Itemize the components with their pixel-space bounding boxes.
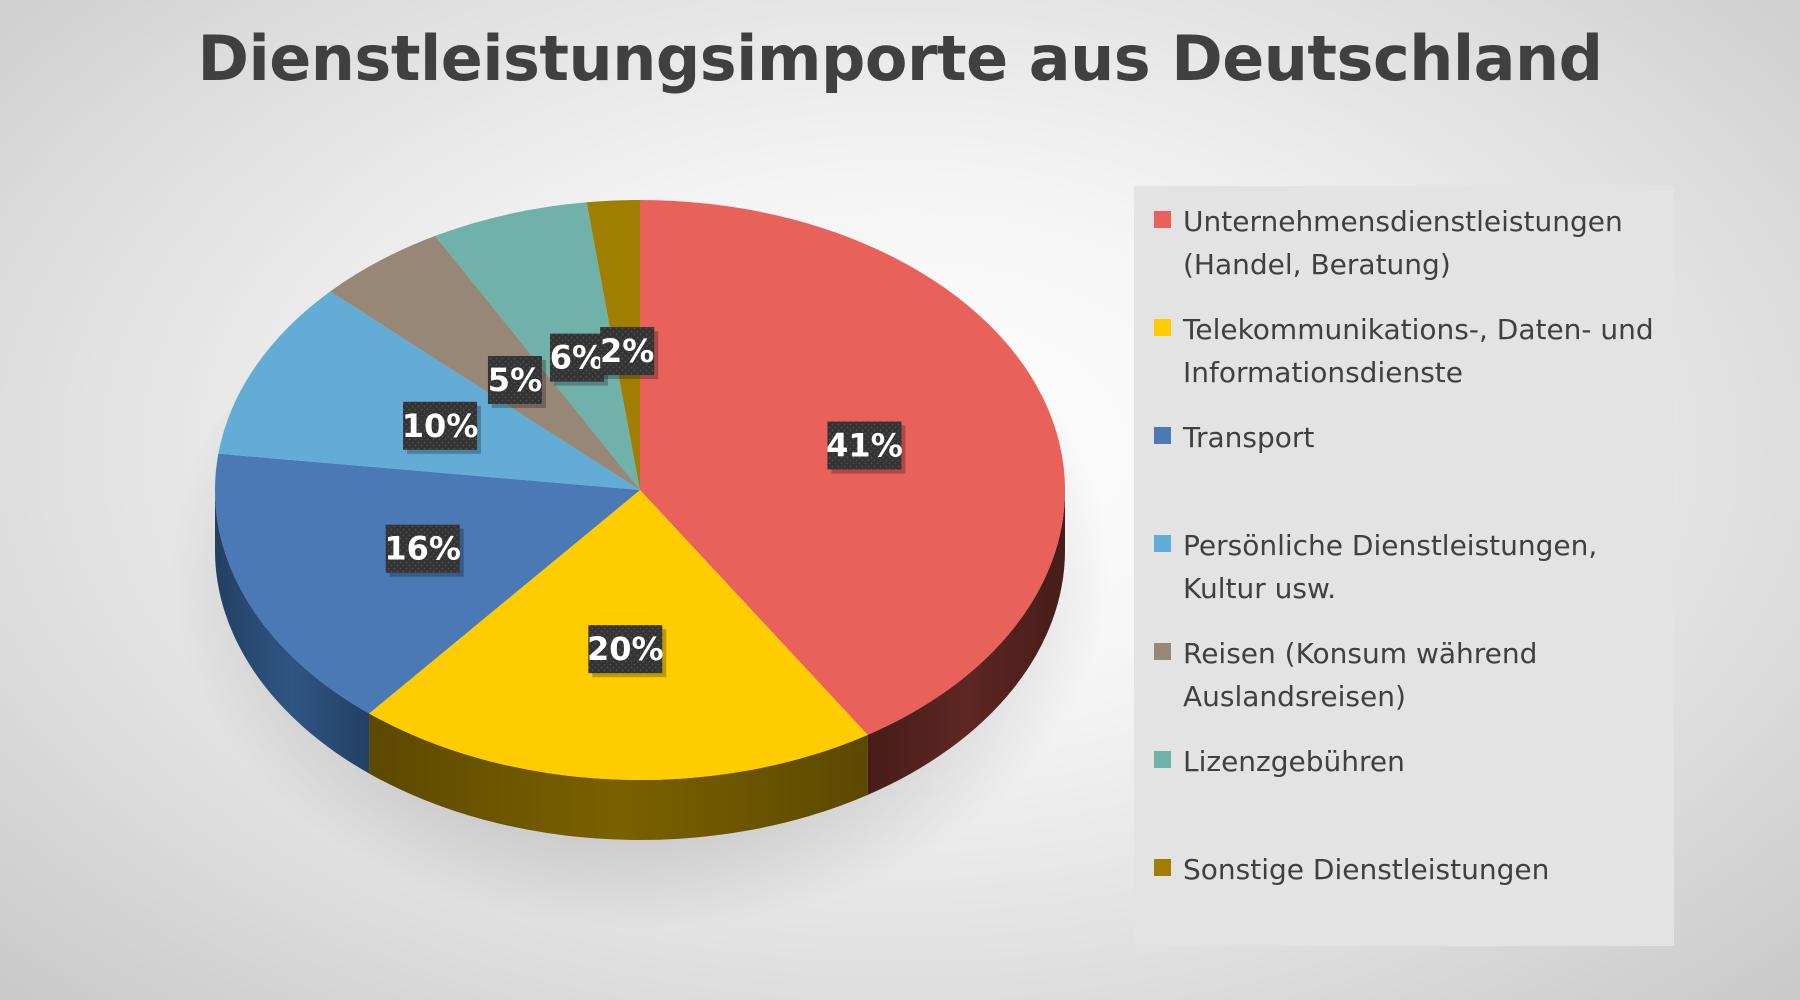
data-label-box xyxy=(827,421,902,470)
data-label-transport: 16% xyxy=(384,524,464,577)
legend-label: Persönliche Dienstleistungen, Kultur usw… xyxy=(1183,529,1598,605)
data-label-telekommunikations-daten-und-i: 20% xyxy=(587,625,667,678)
pie-side-shade-telekommunikations-daten-und-i xyxy=(369,713,868,840)
legend-item-sonstige-dienstleistungen[interactable]: Sonstige Dienstleistungen xyxy=(1154,848,1674,956)
data-label-value: 41% xyxy=(826,427,903,465)
pie-side-shade-unternehmensdienstleistungen-h xyxy=(867,490,1065,795)
pie-slices xyxy=(214,200,1065,780)
data-label-box xyxy=(403,401,478,450)
data-label-value: 2% xyxy=(600,332,654,370)
data-label-sonstige-dienstleistungen: 2% xyxy=(600,327,659,380)
legend-swatch xyxy=(1154,319,1171,336)
data-label-box xyxy=(588,625,663,674)
legend-label: Telekommunikations-, Daten- und Informat… xyxy=(1183,313,1654,389)
data-label-unternehmensdienstleistungen-h: 41% xyxy=(826,421,906,474)
chart-title: Dienstleistungsimporte aus Deutschland xyxy=(197,22,1603,95)
legend-swatch xyxy=(1154,643,1171,660)
data-label-value: 10% xyxy=(402,407,479,445)
data-label-box xyxy=(385,524,460,573)
legend-item-transport[interactable]: Transport xyxy=(1154,416,1674,524)
data-label-box xyxy=(487,356,542,405)
legend-label: Unternehmensdienstleistungen (Handel, Be… xyxy=(1183,205,1623,281)
pie-slice-pers-nliche-dienstleistungen-k[interactable] xyxy=(218,291,640,490)
pie-slice-reisen-konsum-w-hrend-auslands[interactable] xyxy=(330,235,640,490)
legend-label: Reisen (Konsum während Auslandsreisen) xyxy=(1183,637,1538,713)
data-label-lizenzgeb-hren: 6% xyxy=(549,333,608,386)
legend: Unternehmensdienstleistungen (Handel, Be… xyxy=(1134,186,1674,946)
legend-item-lizenzgeb-hren[interactable]: Lizenzgebühren xyxy=(1154,740,1674,848)
pie-slice-lizenzgeb-hren[interactable] xyxy=(435,202,640,490)
data-label-value: 5% xyxy=(488,361,542,399)
pie-side-shade-transport xyxy=(215,490,370,774)
legend-swatch xyxy=(1154,859,1171,876)
data-label-pers-nliche-dienstleistungen-k: 10% xyxy=(402,401,482,454)
pie-slice-transport[interactable] xyxy=(214,453,640,714)
data-label-reisen-konsum-w-hrend-auslands: 5% xyxy=(487,356,546,409)
legend-swatch xyxy=(1154,751,1171,768)
legend-label: Lizenzgebühren xyxy=(1183,745,1405,778)
legend-item-pers-nliche-dienstleistungen-k[interactable]: Persönliche Dienstleistungen, Kultur usw… xyxy=(1154,524,1674,632)
pie-sides xyxy=(215,490,1065,840)
legend-item-telekommunikations-daten-und-i[interactable]: Telekommunikations-, Daten- und Informat… xyxy=(1154,308,1674,416)
pie-data-labels: 41% 20% 16% 10%5%6%2% xyxy=(384,327,906,678)
legend-label: Transport xyxy=(1183,421,1315,454)
legend-swatch xyxy=(1154,211,1171,228)
legend-label: Sonstige Dienstleistungen xyxy=(1183,853,1550,886)
legend-item-unternehmensdienstleistungen-h[interactable]: Unternehmensdienstleistungen (Handel, Be… xyxy=(1154,200,1674,308)
legend-item-reisen-konsum-w-hrend-auslands[interactable]: Reisen (Konsum während Auslandsreisen) xyxy=(1154,632,1674,740)
data-label-box xyxy=(549,333,604,382)
legend-swatch xyxy=(1154,535,1171,552)
data-label-value: 6% xyxy=(550,339,604,377)
legend-swatch xyxy=(1154,427,1171,444)
data-label-box xyxy=(600,327,655,376)
data-label-value: 16% xyxy=(384,530,461,568)
data-label-value: 20% xyxy=(587,630,664,668)
